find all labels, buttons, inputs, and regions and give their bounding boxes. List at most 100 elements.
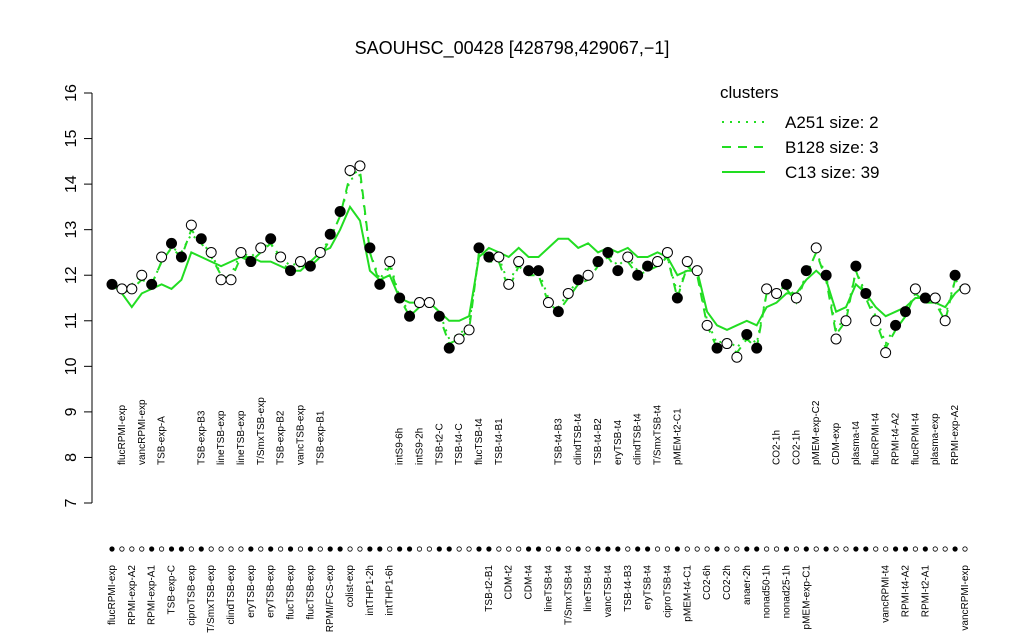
- x-tick-label: intS9-2h: [414, 428, 425, 465]
- point: [483, 251, 495, 263]
- point: [612, 265, 624, 277]
- sample-dot: [337, 546, 343, 552]
- sample-dot: [506, 546, 512, 552]
- x-tick-label: clindTSB-t4: [573, 413, 584, 465]
- sample-dot: [535, 546, 542, 552]
- point: [166, 237, 178, 249]
- point: [304, 260, 316, 272]
- point: [810, 242, 822, 254]
- sample-dot: [635, 546, 641, 552]
- x-tick-label: T/SmxTSB-exp: [206, 565, 217, 633]
- x-tick-label: lineTSB-t4: [543, 565, 554, 612]
- x-tick-label: vancRPMI-t4: [881, 565, 892, 623]
- x-tick-label: TSB-exp-C: [167, 565, 178, 614]
- x-tick-label: flucTSB-exp: [305, 565, 316, 620]
- x-tick-label: flucRPMI-t4: [871, 412, 882, 465]
- sample-dot: [863, 546, 869, 552]
- sample-dot: [387, 546, 393, 552]
- sample-dot: [436, 546, 442, 552]
- sample-dot: [783, 546, 790, 552]
- y-tick-label: 12: [63, 266, 80, 284]
- legend-label: C13 size: 39: [785, 163, 880, 182]
- point: [255, 242, 267, 254]
- y-tick-label: 9: [63, 407, 80, 416]
- point: [503, 278, 515, 290]
- sample-dot: [287, 546, 294, 552]
- x-tick-label: TSB-t4-C: [454, 423, 465, 465]
- x-tick-label: eryTSB-t4: [643, 565, 654, 610]
- sample-dot: [704, 546, 710, 552]
- point: [652, 256, 664, 268]
- x-tick-label: T/SmxTSB-t4: [563, 565, 574, 625]
- sample-dot: [347, 546, 353, 552]
- x-tick-label: pMEM-t4-C1: [682, 565, 693, 622]
- point: [542, 297, 554, 309]
- x-tick-label: flucRPMI-exp: [107, 565, 118, 625]
- sample-dot: [942, 546, 948, 552]
- point: [344, 164, 356, 176]
- point: [771, 287, 783, 299]
- x-tick-label: TSB-t2-B1: [484, 565, 495, 612]
- sample-dot: [486, 546, 492, 552]
- sample-dot: [902, 546, 909, 552]
- x-tick-label: intTHP1-6h: [385, 565, 396, 616]
- point: [275, 251, 287, 263]
- legend-label: B128 size: 3: [785, 138, 879, 157]
- x-tick-label: CDM-t2: [504, 565, 515, 600]
- x-tick-label: ciproTSB-exp: [186, 565, 197, 626]
- sample-dot: [962, 546, 968, 552]
- x-tick-label: CO2-2h: [722, 565, 733, 600]
- point: [602, 246, 614, 258]
- sample-dot: [446, 546, 452, 552]
- point: [493, 251, 505, 263]
- point: [949, 269, 961, 281]
- point: [185, 219, 197, 231]
- x-tick-label: CO2-6h: [702, 565, 713, 600]
- x-tick-label: TSB-t4-B2: [593, 418, 604, 465]
- point: [731, 351, 743, 363]
- x-tick-label: T/SmxTSB-exp: [256, 397, 267, 465]
- point: [245, 256, 257, 268]
- sample-dot: [724, 546, 730, 552]
- x-tick-label: anaer-2h: [742, 565, 753, 605]
- point: [850, 260, 862, 272]
- sample-dot: [684, 546, 690, 552]
- sample-dot: [516, 546, 522, 552]
- x-tick-label: TSB-t4-B3: [623, 565, 634, 612]
- x-tick-label: plasma-t4: [851, 421, 862, 465]
- point: [314, 246, 326, 258]
- point: [463, 324, 475, 336]
- point: [334, 205, 346, 217]
- point: [433, 310, 445, 322]
- sample-dot: [615, 546, 621, 552]
- sample-dot: [595, 546, 601, 552]
- x-tick-label: vancRPMI-exp: [137, 399, 148, 465]
- point: [384, 256, 396, 268]
- x-tick-label: RPMI-exp-A2: [127, 565, 138, 625]
- sample-dot: [912, 546, 919, 552]
- sample-dot: [823, 546, 829, 552]
- point: [681, 256, 693, 268]
- sample-dot: [218, 546, 224, 552]
- y-tick-label: 16: [63, 84, 80, 102]
- x-tick-label: vancTSB-t4: [603, 565, 614, 618]
- sample-dot: [892, 546, 899, 552]
- sample-dot: [773, 546, 780, 552]
- sample-dot: [555, 546, 561, 552]
- point: [413, 297, 425, 309]
- sample-dot: [605, 546, 611, 552]
- x-tick-label: nonad50-1h: [762, 565, 773, 618]
- sample-dot: [129, 546, 135, 552]
- y-tick-label: 10: [63, 357, 80, 375]
- sample-dot: [922, 546, 928, 552]
- sample-dot: [833, 546, 839, 552]
- x-tick-label: CDM-t4: [524, 565, 535, 600]
- sample-dot: [952, 546, 958, 552]
- cluster-line: [111, 168, 966, 355]
- x-tick-label: eryTSB-exp: [246, 565, 257, 618]
- point: [790, 292, 802, 304]
- point: [691, 265, 703, 277]
- sample-dot: [268, 546, 274, 552]
- point: [741, 328, 753, 340]
- sample-dot: [545, 546, 552, 552]
